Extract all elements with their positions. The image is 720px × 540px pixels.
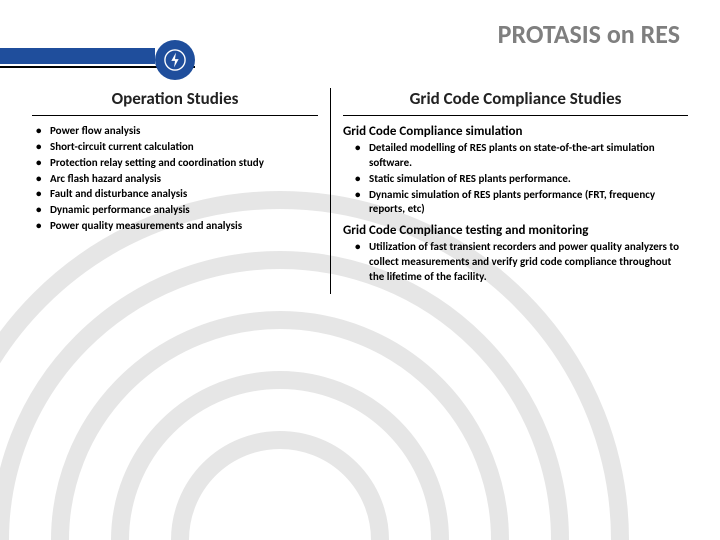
list-item: Detailed modelling of RES plants on stat… [353, 141, 688, 171]
right-heading: Grid Code Compliance Studies [343, 88, 688, 116]
list-item: Short-circuit current calculation [32, 140, 318, 155]
subheading-simulation: Grid Code Compliance simulation [343, 124, 688, 139]
list-item: Utilization of fast transient recorders … [353, 240, 688, 285]
two-column-layout: Operation Studies Power flow analysis Sh… [20, 88, 700, 294]
list-item: Power flow analysis [32, 124, 318, 139]
brand-logo [155, 40, 195, 80]
lightning-icon [164, 49, 186, 71]
list-item: Dynamic performance analysis [32, 203, 318, 218]
list-item: Fault and disturbance analysis [32, 187, 318, 202]
left-heading: Operation Studies [32, 88, 318, 116]
header-accent-bar [0, 48, 155, 64]
left-column: Operation Studies Power flow analysis Sh… [20, 88, 330, 294]
subheading-testing: Grid Code Compliance testing and monitor… [343, 223, 688, 238]
left-bullet-list: Power flow analysis Short-circuit curren… [32, 124, 318, 234]
page-title: PROTASIS on RES [498, 18, 680, 50]
testing-bullet-list: Utilization of fast transient recorders … [353, 240, 688, 285]
list-item: Power quality measurements and analysis [32, 219, 318, 234]
list-item: Static simulation of RES plants performa… [353, 172, 688, 187]
list-item: Arc flash hazard analysis [32, 172, 318, 187]
list-item: Dynamic simulation of RES plants perform… [353, 188, 688, 218]
simulation-bullet-list: Detailed modelling of RES plants on stat… [353, 141, 688, 217]
list-item: Protection relay setting and coordinatio… [32, 156, 318, 171]
right-column: Grid Code Compliance Studies Grid Code C… [330, 88, 700, 294]
